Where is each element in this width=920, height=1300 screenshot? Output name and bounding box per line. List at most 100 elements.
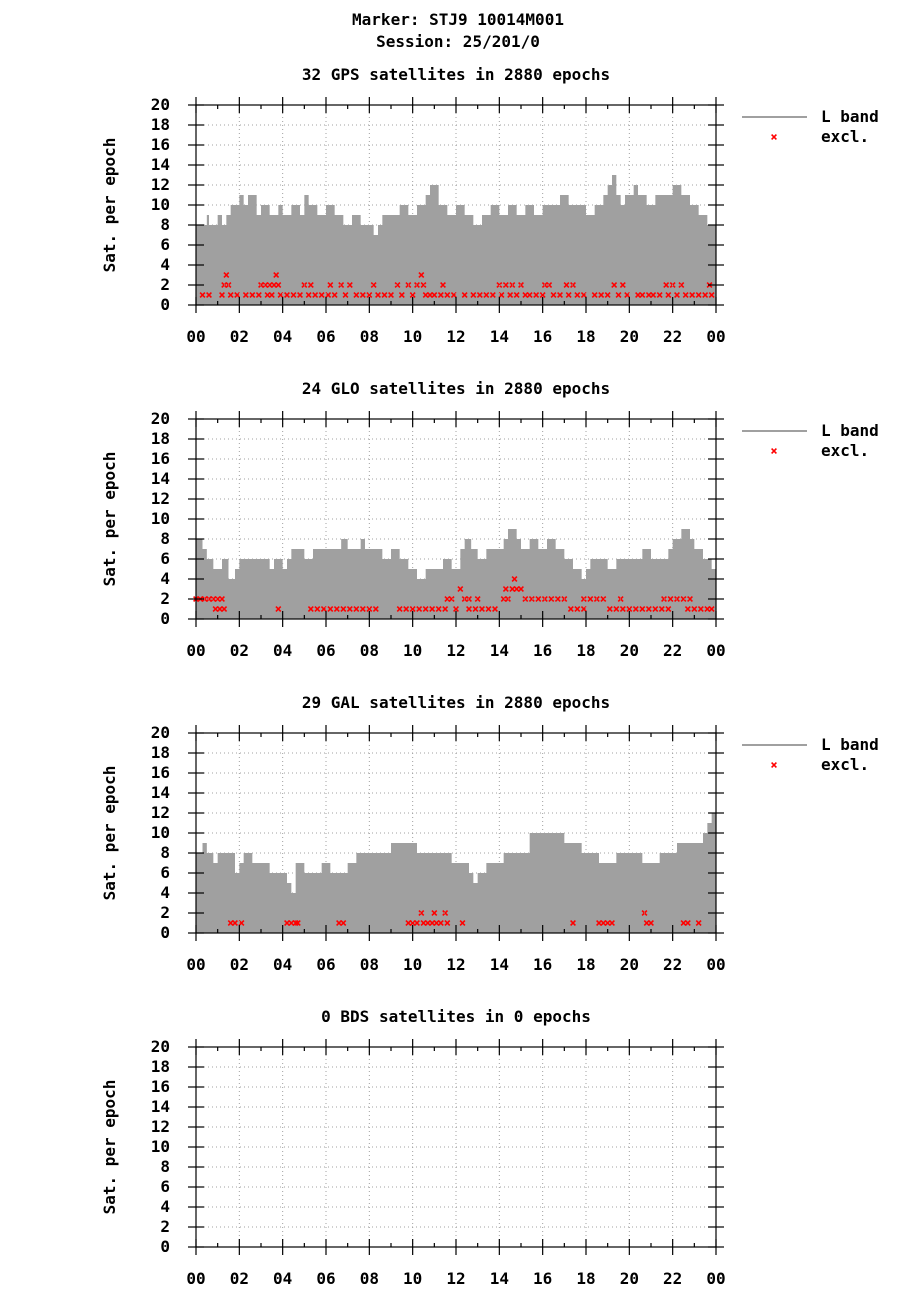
excl-point <box>375 292 381 298</box>
excl-point <box>353 606 360 612</box>
chart-title: 24 GLO satellites in 2880 epochs <box>302 379 610 398</box>
x-tick-label: 04 <box>273 327 292 346</box>
y-tick-label: 0 <box>160 1237 170 1256</box>
excl-point <box>366 606 373 612</box>
excl-point <box>409 920 416 926</box>
excl-point <box>615 292 622 298</box>
excl-point <box>388 292 394 298</box>
excl-point <box>312 292 319 298</box>
excl-point <box>502 282 509 288</box>
excl-point <box>708 606 715 612</box>
excl-point <box>444 920 451 926</box>
excl-point <box>268 292 275 298</box>
excl-point <box>284 920 290 926</box>
excl-point <box>418 272 425 278</box>
y-tick-label: 6 <box>160 863 170 882</box>
excl-point <box>305 292 312 298</box>
chart-panel-3: 0 BDS satellites in 0 epochs Sat. per epo… <box>100 1007 726 1288</box>
y-tick-label: 12 <box>151 175 170 194</box>
x-tick-label: 22 <box>663 641 682 660</box>
excl-point <box>288 920 295 926</box>
excl-point <box>227 292 234 298</box>
excl-point <box>522 292 529 298</box>
y-tick-label: 2 <box>160 903 170 922</box>
y-tick-label: 6 <box>160 235 170 254</box>
excl-point <box>307 606 314 612</box>
excl-point <box>327 282 334 288</box>
excl-point <box>216 606 223 612</box>
y-tick-label: 4 <box>160 1197 170 1216</box>
excl-point <box>539 292 546 298</box>
excl-point <box>533 292 540 298</box>
excl-point <box>513 586 520 592</box>
excl-point <box>359 606 366 612</box>
excl-point <box>314 606 321 612</box>
excl-point <box>353 292 360 298</box>
excl-point <box>221 606 228 612</box>
excl-point <box>604 920 611 926</box>
excl-point <box>563 282 570 288</box>
excl-point <box>550 292 557 298</box>
x-tick-label: 18 <box>576 327 595 346</box>
x-tick-label: 08 <box>360 955 379 974</box>
y-tick-label: 16 <box>151 135 170 154</box>
excl-point <box>435 606 442 612</box>
x-tick-label: 18 <box>576 641 595 660</box>
excl-point <box>294 920 301 926</box>
excl-point <box>461 292 468 298</box>
excl-point <box>227 920 234 926</box>
excl-point <box>652 606 659 612</box>
excl-point <box>554 596 561 602</box>
excl-point <box>414 920 420 926</box>
excl-point <box>513 292 520 298</box>
x-tick-label: 02 <box>230 641 249 660</box>
excl-point <box>687 596 693 602</box>
legend-label-l-band: L band <box>821 421 879 440</box>
excl-point <box>479 606 485 612</box>
excl-point <box>546 282 553 288</box>
excl-point <box>338 282 345 288</box>
excl-point <box>199 292 206 298</box>
legend-label-l-band: L band <box>821 735 879 754</box>
excl-point <box>275 606 282 612</box>
excl-point <box>422 292 429 298</box>
x-tick-label: 20 <box>620 641 639 660</box>
excl-point <box>409 606 416 612</box>
excl-point <box>206 292 212 298</box>
y-tick-label: 2 <box>160 1217 170 1236</box>
marker-title: Marker: STJ9 10014M001 <box>352 10 564 29</box>
y-tick-label: 8 <box>160 843 170 862</box>
x-tick-label: 10 <box>403 641 422 660</box>
y-tick-label: 8 <box>160 529 170 548</box>
excl-point <box>665 606 672 612</box>
x-tick-label: 02 <box>230 1269 249 1288</box>
excl-point <box>609 920 615 926</box>
x-tick-label: 10 <box>403 327 422 346</box>
excl-point <box>340 606 347 612</box>
excl-point <box>474 596 481 602</box>
x-tick-label: 20 <box>620 1269 639 1288</box>
excl-point <box>422 606 429 612</box>
x-tick-label: 04 <box>273 1269 292 1288</box>
y-tick-label: 12 <box>151 489 170 508</box>
x-tick-label: 22 <box>663 1269 682 1288</box>
excl-point <box>658 606 665 612</box>
y-axis-label: Sat. per epoch <box>100 1080 119 1215</box>
excl-point <box>325 292 332 298</box>
x-tick-label: 16 <box>533 641 552 660</box>
x-tick-label: 06 <box>316 327 335 346</box>
excl-point <box>489 292 496 298</box>
excl-point <box>249 292 256 298</box>
excl-point <box>624 292 631 298</box>
y-tick-label: 14 <box>151 1097 170 1116</box>
excl-point <box>483 292 490 298</box>
x-tick-label: 14 <box>490 327 509 346</box>
x-tick-label: 08 <box>360 1269 379 1288</box>
chart-title: 0 BDS satellites in 0 epochs <box>321 1007 591 1026</box>
excl-point <box>632 606 639 612</box>
excl-point <box>212 606 219 612</box>
x-tick-label: 18 <box>576 955 595 974</box>
excl-point <box>431 910 438 916</box>
y-tick-label: 6 <box>160 1177 170 1196</box>
x-tick-label: 00 <box>186 641 205 660</box>
